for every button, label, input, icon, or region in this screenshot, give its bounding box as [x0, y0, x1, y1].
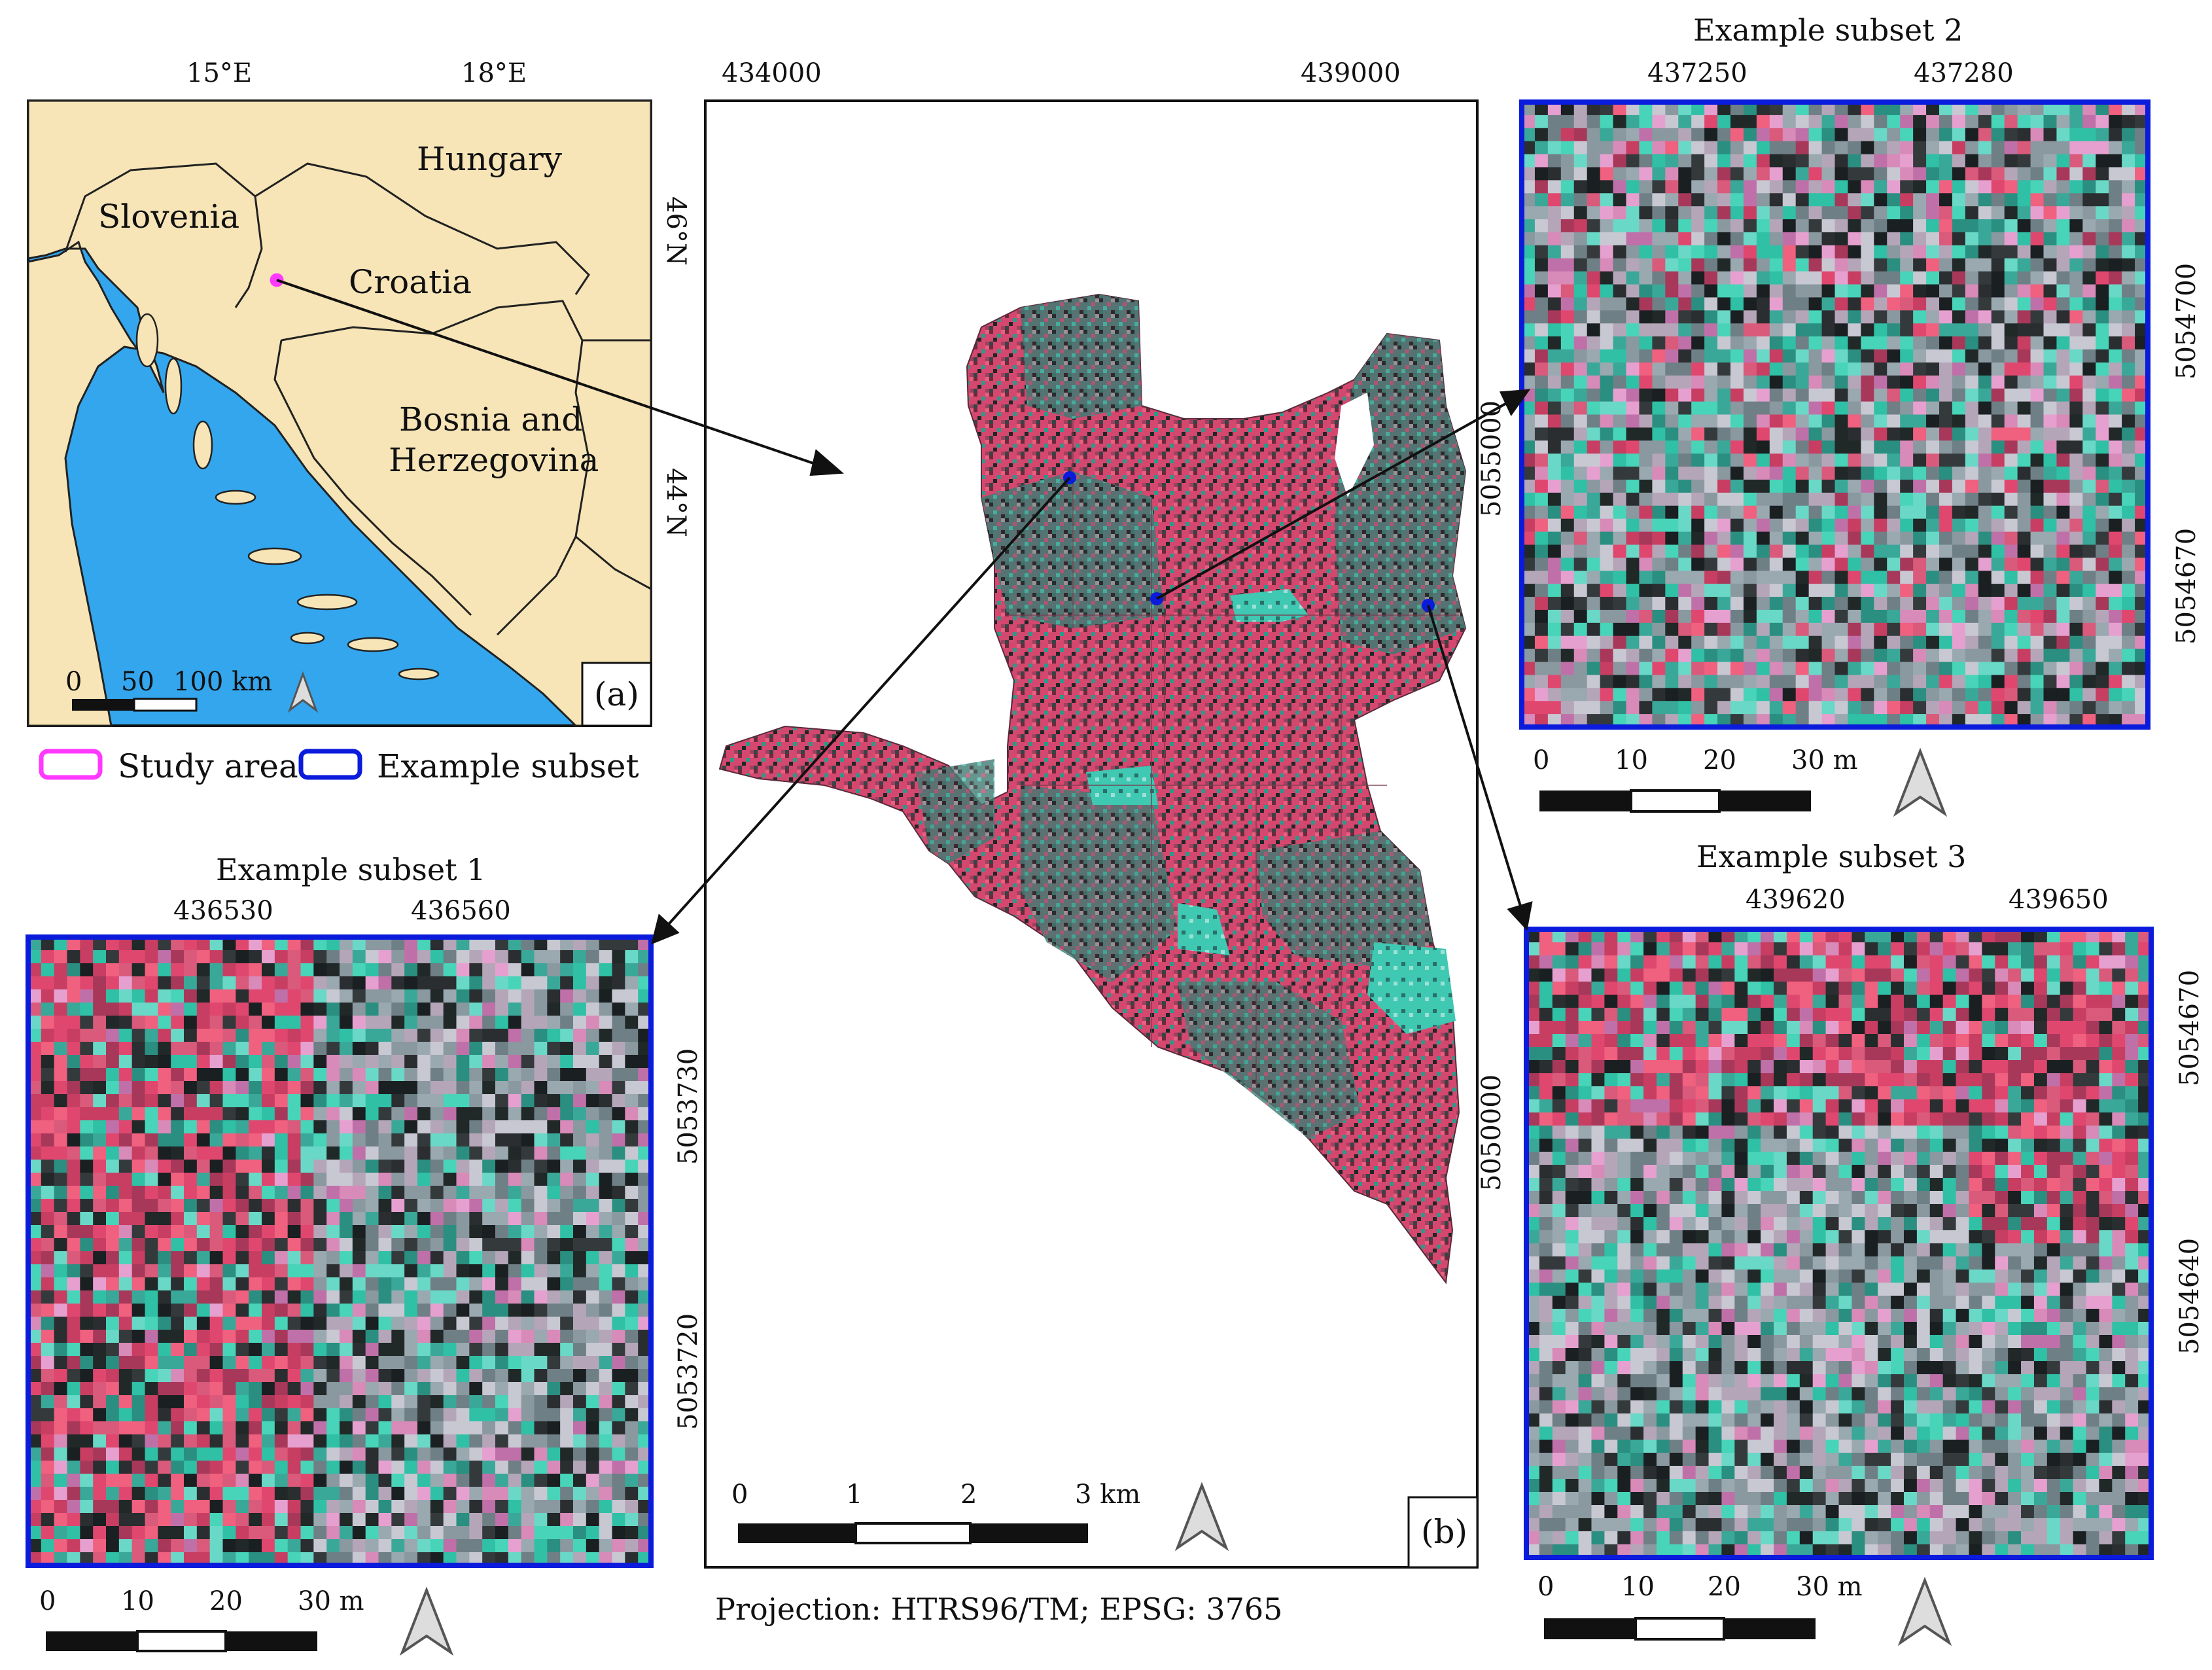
legend: Study area Example subset — [39, 747, 639, 785]
subset-2-scale-bar: 0 10 20 30 m — [1533, 745, 1858, 813]
subset-1: Example subset 1 436530 436560 5053730 5… — [26, 852, 703, 1656]
subset-1-scale-bar: 0 10 20 30 m — [39, 1586, 364, 1652]
main-x-tick-439000: 439000 — [1301, 58, 1401, 88]
lon-tick-18: 18°E — [461, 58, 527, 88]
north-arrow-icon — [1174, 1482, 1229, 1552]
main-scale-label-3: 3 km — [1075, 1480, 1140, 1510]
main-scale-label-2: 2 — [960, 1480, 977, 1510]
north-arrow-icon — [287, 671, 319, 713]
panel-label-a: (a) — [594, 675, 639, 713]
clearing-cyan-1 — [1230, 589, 1308, 622]
lon-tick-15: 15°E — [186, 58, 252, 88]
inset-map-a: Slovenia Hungary Croatia Bosnia and Herz… — [27, 58, 691, 727]
main-scale-label-0: 0 — [731, 1480, 748, 1510]
svg-text:0: 0 — [1533, 745, 1549, 775]
compartment-lines — [1008, 419, 1459, 1086]
clearing-white — [1335, 393, 1374, 497]
subset-3-x-tick-a: 439620 — [1746, 885, 1846, 915]
subset-3: Example subset 3 439620 439650 5054670 5… — [1524, 839, 2205, 1646]
main-x-tick-434000: 434000 — [722, 58, 822, 88]
svg-text:20: 20 — [209, 1586, 243, 1616]
border-hungary-croatia — [255, 162, 590, 295]
country-label-croatia: Croatia — [349, 263, 472, 301]
border-slovenia-croatia — [64, 162, 263, 308]
border-croatia-bosnia — [281, 300, 590, 636]
subset-1-y-tick-b: 5053720 — [673, 1313, 703, 1430]
north-arrow-icon — [1897, 1576, 1952, 1646]
connector-arrows — [276, 279, 1533, 945]
subset-1-image — [28, 937, 652, 1566]
main-y-tick-5055000: 5055000 — [1477, 400, 1507, 517]
subset-2-x-tick-b: 437280 — [1914, 58, 2014, 88]
north-arrow-icon — [399, 1586, 454, 1656]
subset-3-title: Example subset 3 — [1696, 839, 1966, 874]
compartment-green-5 — [1021, 785, 1178, 982]
subset-1-title: Example subset 1 — [216, 852, 485, 887]
lat-tick-44: 44°N — [661, 468, 691, 537]
main-map-b: 434000 439000 5055000 5050000 0 1 — [704, 58, 1507, 1569]
legend-study-area: Study area — [118, 747, 298, 785]
lat-tick-46: 46°N — [661, 196, 691, 266]
subset-1-y-tick-a: 5053730 — [673, 1048, 703, 1165]
subset-3-y-tick-b: 5054640 — [2175, 1238, 2205, 1355]
subset-2-image — [1522, 102, 2149, 728]
country-label-slovenia: Slovenia — [98, 198, 239, 236]
svg-text:30 m: 30 m — [1791, 745, 1858, 775]
svg-text:30 m: 30 m — [298, 1586, 364, 1616]
panel-label-b: (b) — [1421, 1513, 1467, 1551]
north-arrow-icon — [1893, 747, 1948, 817]
subset-2: Example subset 2 437250 437280 5054700 5… — [1519, 12, 2202, 817]
inset-scale-bar: 0 50 100 km — [65, 667, 272, 712]
subset-1-x-tick-a: 436530 — [173, 896, 273, 926]
inset-scale-label-100: 100 km — [173, 667, 272, 697]
land-area — [27, 99, 652, 727]
svg-text:20: 20 — [1703, 745, 1736, 775]
subset-1-x-tick-b: 436560 — [411, 896, 511, 926]
islands — [135, 313, 440, 681]
country-label-bosnia-1: Bosnia and — [399, 400, 582, 438]
main-y-tick-5050000: 5050000 — [1477, 1075, 1507, 1191]
subset-2-x-tick-a: 437250 — [1647, 58, 1747, 88]
svg-text:10: 10 — [121, 1586, 154, 1616]
compartment-green-4 — [916, 759, 994, 864]
subset-3-x-tick-b: 439650 — [2009, 885, 2109, 915]
main-scale-bar: 0 1 2 3 km — [731, 1480, 1140, 1544]
legend-example-subset: Example subset — [377, 747, 639, 785]
subset-2-y-tick-b: 5054670 — [2171, 528, 2202, 645]
projection-note: Projection: HTRS96/TM; EPSG: 3765 — [715, 1591, 1282, 1627]
subset-2-y-tick-a: 5054700 — [2171, 263, 2202, 380]
border-east — [575, 339, 652, 590]
svg-text:10: 10 — [1615, 745, 1648, 775]
subset-3-image — [1526, 929, 2152, 1558]
compartment-green-6 — [1256, 831, 1433, 968]
subset-2-title: Example subset 2 — [1693, 12, 1963, 48]
country-label-bosnia-2: Herzegovina — [389, 441, 599, 479]
border-bosnia-west — [273, 340, 472, 616]
clearing-cyan-2 — [1367, 942, 1456, 1034]
svg-text:0: 0 — [39, 1586, 56, 1616]
compartment-green-7 — [1178, 982, 1361, 1139]
compartment-green-1 — [1021, 294, 1142, 419]
country-label-hungary: Hungary — [417, 140, 563, 178]
inset-scale-label-50: 50 — [121, 667, 154, 697]
main-scale-label-1: 1 — [846, 1480, 862, 1510]
inset-scale-label-0: 0 — [65, 667, 82, 697]
clearing-cyan-4 — [1178, 903, 1230, 955]
subset-3-scale-bar: 0 10 20 30 m — [1537, 1572, 1863, 1641]
subset-3-y-tick-a: 5054670 — [2175, 970, 2205, 1086]
